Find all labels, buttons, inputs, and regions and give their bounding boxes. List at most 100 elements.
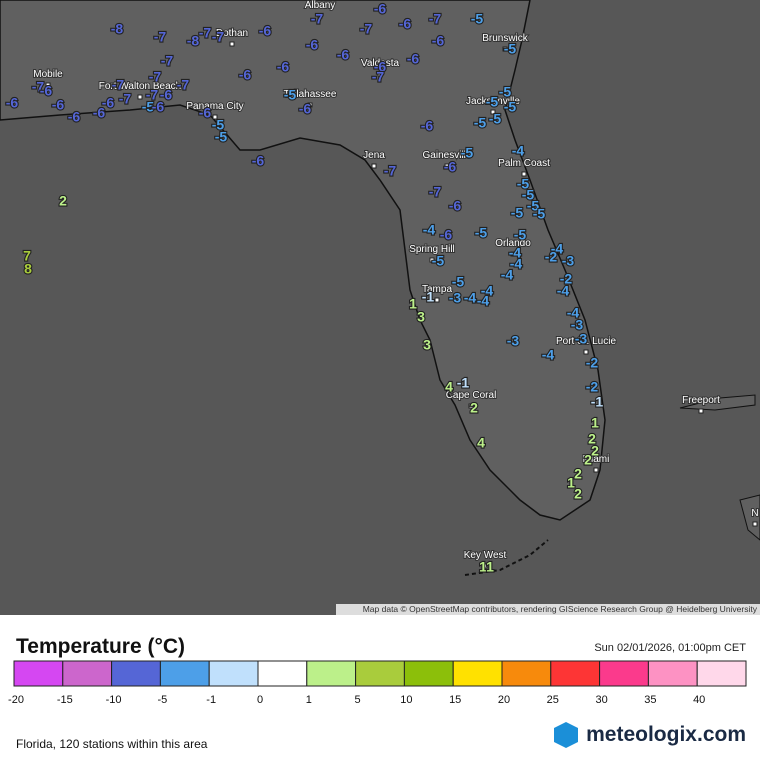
island: [739, 494, 760, 541]
station-value: -6: [40, 83, 53, 99]
footer-area: Florida, 120 stations within this area: [16, 737, 208, 751]
station-value: -4: [512, 143, 525, 159]
city-dot: [429, 257, 435, 263]
legend-title: Temperature (°C): [16, 635, 185, 658]
legend-swatch: [355, 660, 405, 687]
station-value: -5: [215, 129, 228, 145]
legend-tick-label: -1: [206, 694, 216, 706]
station-value: -1: [422, 289, 435, 305]
station-value: -6: [444, 159, 457, 175]
station-value: -3: [575, 331, 588, 347]
city-dot: [468, 403, 474, 409]
station-value: 1: [567, 475, 575, 491]
station-value: 4: [445, 379, 453, 395]
station-value: -6: [252, 153, 265, 169]
city-label: Mobile: [33, 69, 63, 80]
station-value: -3: [562, 253, 575, 269]
station-value: -5: [284, 87, 297, 103]
city-dot: [307, 102, 313, 108]
city-label: Valdosta: [361, 58, 400, 69]
station-value: -5: [432, 253, 445, 269]
station-value: 1: [486, 559, 494, 575]
legend-swatch: [403, 660, 454, 687]
legend-tick-label: 15: [449, 694, 461, 706]
station-value: -8: [187, 33, 200, 49]
station-value: -5: [461, 145, 474, 161]
legend-swatch: [62, 660, 113, 687]
station-value: -6: [449, 198, 462, 214]
city-dot: [444, 163, 450, 169]
city-label: Palm Coast: [498, 158, 550, 169]
city-dot: [521, 171, 527, 177]
city-label: Tallahassee: [284, 89, 337, 100]
station-value: -5: [514, 227, 527, 243]
station-value: -7: [311, 11, 324, 27]
station-value: -7: [429, 184, 442, 200]
station-value: -6: [399, 16, 412, 32]
station-value: -7: [119, 91, 132, 107]
legend-swatch: [306, 660, 357, 687]
station-value: -6: [52, 97, 65, 113]
station-value: -2: [586, 379, 599, 395]
legend-swatch: [13, 660, 64, 687]
legend-tick-label: 30: [595, 694, 607, 706]
city-label: Freeport: [682, 395, 720, 406]
station-value: -5: [475, 225, 488, 241]
city-dot: [229, 41, 235, 47]
station-value: -5: [142, 99, 155, 115]
station-value: -6: [239, 67, 252, 83]
station-value: -5: [486, 94, 499, 110]
legend-swatch: [208, 660, 259, 687]
legend-swatch: [159, 660, 210, 687]
city-dot: [583, 349, 589, 355]
city-label: Brunswick: [482, 33, 529, 44]
station-value: -4: [464, 290, 477, 306]
station-value: 2: [591, 443, 599, 459]
legend-tick-label: 40: [693, 694, 705, 706]
station-value: 4: [477, 435, 485, 451]
station-value: -4: [477, 293, 490, 309]
stations: Albany Dothan Mobile Fort Walton Beach Panam…: [5, 0, 760, 576]
city-label: Gainesville: [423, 150, 472, 161]
station-value: 7: [23, 248, 31, 264]
station-value: -7: [154, 29, 167, 45]
city-label: Miami: [583, 454, 610, 465]
station-value: 1: [409, 296, 417, 312]
station-value: -6: [374, 59, 387, 75]
station-value: 2: [584, 452, 592, 468]
land: [0, 0, 606, 521]
legend-tick-label: 35: [644, 694, 656, 706]
station-value: -4: [501, 267, 514, 283]
legend-tick-label: -10: [106, 694, 122, 706]
legend: -20 -15 -10 -5 -1 0 1 5 10 15 20 25 30 35 40: [8, 660, 747, 706]
station-value: -2: [586, 355, 599, 371]
station-value: -7: [112, 77, 125, 93]
legend-tick-label: 5: [355, 694, 361, 706]
station-value: -5: [517, 176, 530, 192]
legend-time: Sun 02/01/2026, 01:00pm CET: [594, 642, 746, 654]
station-value: -7: [360, 21, 373, 37]
station-value: -4: [567, 305, 580, 321]
station-value: -5: [471, 11, 484, 27]
station-value: 2: [574, 466, 582, 482]
station-value: -2: [545, 249, 558, 265]
legend-tick-label: 25: [547, 694, 559, 706]
station-value: -7: [212, 29, 225, 45]
station-value: 3: [417, 309, 425, 325]
station-value: 1: [479, 559, 487, 575]
station-value: -4: [423, 222, 436, 238]
station-value: -5: [527, 198, 540, 214]
station-value: -5: [489, 111, 502, 127]
legend-swatch: [696, 660, 747, 687]
city-label: Orlando: [495, 238, 531, 249]
city-label: Jena: [363, 150, 385, 161]
station-value: -6: [299, 101, 312, 117]
station-value: -4: [551, 241, 564, 257]
keys: [464, 539, 549, 576]
legend-swatch: [647, 660, 698, 687]
station-value: -4: [557, 283, 570, 299]
attribution-bg: [336, 604, 760, 615]
station-value: -5: [504, 41, 517, 57]
city-dot: [317, 13, 323, 19]
